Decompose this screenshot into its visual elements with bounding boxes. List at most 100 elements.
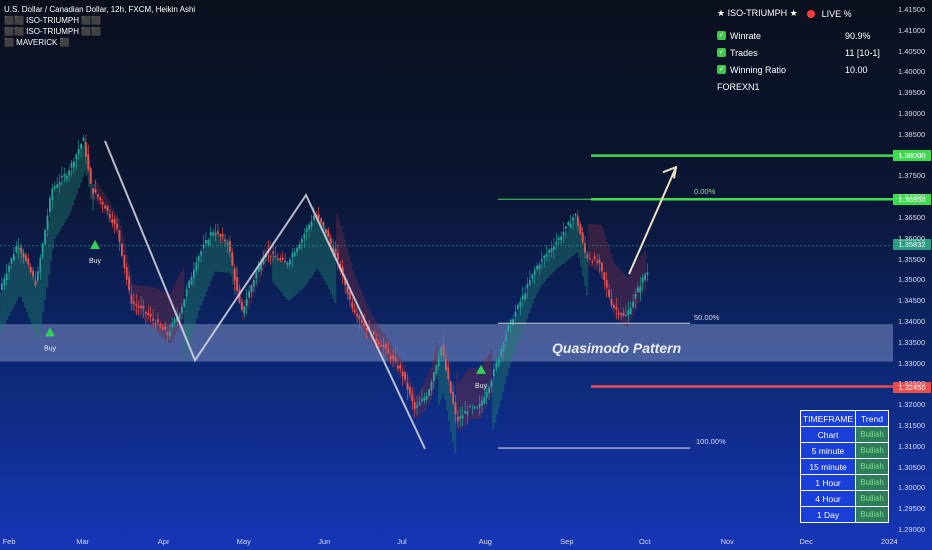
stat-row: ✓ Winning Ratio 10.00: [717, 61, 887, 78]
candle-body: [622, 312, 625, 316]
trend-cloud-segment: [304, 237, 307, 287]
indicator-label[interactable]: ⬛ MAVERICK ⬛: [4, 38, 70, 47]
candle-body: [99, 197, 102, 201]
trend-cloud-segment: [230, 245, 233, 276]
trend-cloud-segment: [44, 245, 47, 300]
candle-body: [363, 322, 366, 326]
candle-body: [125, 267, 128, 280]
candle-body: [260, 263, 262, 271]
candle-body: [382, 344, 385, 348]
trend-cloud-segment: [276, 257, 279, 288]
candle-body: [63, 174, 66, 177]
trend-cloud-segment: [558, 240, 561, 268]
trend-cloud-segment: [576, 214, 579, 253]
candle-body: [224, 239, 226, 242]
candle-body: [536, 265, 538, 270]
trend-cloud-segment: [622, 272, 625, 324]
trend-cloud-segment: [0, 292, 3, 332]
candle-body: [603, 272, 606, 281]
candle-body: [589, 258, 591, 260]
candle-body: [452, 391, 454, 404]
trend-cloud-segment: [342, 232, 345, 281]
trend-cloud-segment: [378, 326, 381, 350]
trend-cloud-segment: [188, 291, 191, 346]
trend-cloud-segment: [436, 343, 439, 380]
trend-cloud-segment: [504, 343, 507, 385]
trend-cloud-segment: [180, 272, 183, 324]
trend-cloud-segment: [630, 272, 633, 321]
candle-body: [277, 258, 279, 260]
candle-body: [577, 216, 579, 226]
trend-cloud-segment: [196, 265, 199, 318]
candle-body: [34, 280, 37, 286]
trend-cloud-segment: [178, 275, 181, 328]
trend-cloud-segment: [2, 286, 5, 328]
candle-body: [464, 411, 466, 414]
projection-arrow: [628, 166, 677, 275]
trend-cloud-segment: [162, 291, 165, 338]
trend-cloud-segment: [86, 146, 89, 176]
trend-cloud-segment: [624, 275, 627, 326]
pattern-label: Quasimodo Pattern: [552, 340, 682, 356]
symbol-title[interactable]: U.S. Dollar / Canadian Dollar, 12h, FXCM…: [4, 5, 196, 14]
trend-cloud-segment: [66, 175, 69, 219]
trend-cloud-segment: [50, 208, 53, 262]
candle-body: [253, 279, 255, 287]
trend-cloud-segment: [38, 281, 41, 338]
quasimodo-zigzag: [104, 140, 426, 450]
candle-body: [159, 323, 162, 327]
candle-body: [77, 149, 80, 155]
trend-cloud-segment: [334, 248, 337, 304]
y-tick-label: 1.29500: [898, 504, 926, 514]
candle-body: [181, 306, 183, 314]
fib-50-label: 50.00%: [694, 313, 720, 322]
trend-cloud-segment: [324, 226, 327, 282]
trend-cloud-segment: [534, 275, 537, 299]
x-tick-label: Jul: [397, 537, 407, 546]
trend-cloud-segment: [500, 356, 503, 400]
trend-cloud-segment: [596, 224, 599, 272]
candle-body: [241, 302, 243, 310]
candle-body: [87, 153, 90, 170]
candle-body: [509, 319, 512, 325]
trend-cloud-segment: [134, 284, 137, 313]
trend-cloud-segment: [486, 357, 489, 405]
trend-cloud-segment: [22, 249, 25, 303]
indicator-label[interactable]: ⬛⬛ ISO-TRIUMPH ⬛⬛: [4, 27, 102, 36]
x-tick-label: Oct: [639, 537, 651, 546]
trend-cell: Bullish: [855, 458, 889, 475]
trend-cloud-segment: [30, 267, 33, 323]
trend-cloud-segment: [130, 274, 133, 300]
candle-body: [397, 365, 399, 369]
stat-label: Winrate: [730, 30, 762, 41]
candle-body: [385, 344, 387, 349]
check-icon: ✓: [717, 31, 726, 40]
candle-body: [197, 256, 200, 262]
candle-body: [485, 391, 488, 398]
x-tick-label: May: [236, 537, 251, 546]
candle-body: [507, 325, 510, 331]
trend-cloud-segment: [594, 224, 597, 270]
trend-cell: Bullish: [855, 474, 889, 491]
trend-cloud-segment: [370, 312, 373, 342]
trend-cloud-segment: [192, 278, 195, 333]
candle-body: [341, 266, 344, 276]
trend-cloud-segment: [398, 356, 401, 376]
candle-body: [209, 232, 212, 237]
trend-cloud-segment: [34, 276, 37, 333]
stat-footer: FOREXN1: [717, 81, 760, 92]
candle-body: [469, 406, 471, 408]
candle-body: [46, 215, 49, 231]
candle-body: [473, 406, 476, 408]
candle-body: [226, 243, 229, 245]
trend-cloud-segment: [300, 243, 303, 291]
trend-cloud-segment: [42, 257, 45, 313]
candle-body: [421, 398, 423, 402]
trend-cloud-segment: [198, 259, 201, 311]
candle-body: [490, 380, 493, 388]
trend-cloud-segment: [150, 286, 153, 326]
trend-cloud-segment: [138, 285, 141, 316]
indicator-label[interactable]: ⬛⬛ ISO-TRIUMPH ⬛⬛: [4, 16, 102, 25]
trend-cloud-segment: [578, 219, 581, 258]
